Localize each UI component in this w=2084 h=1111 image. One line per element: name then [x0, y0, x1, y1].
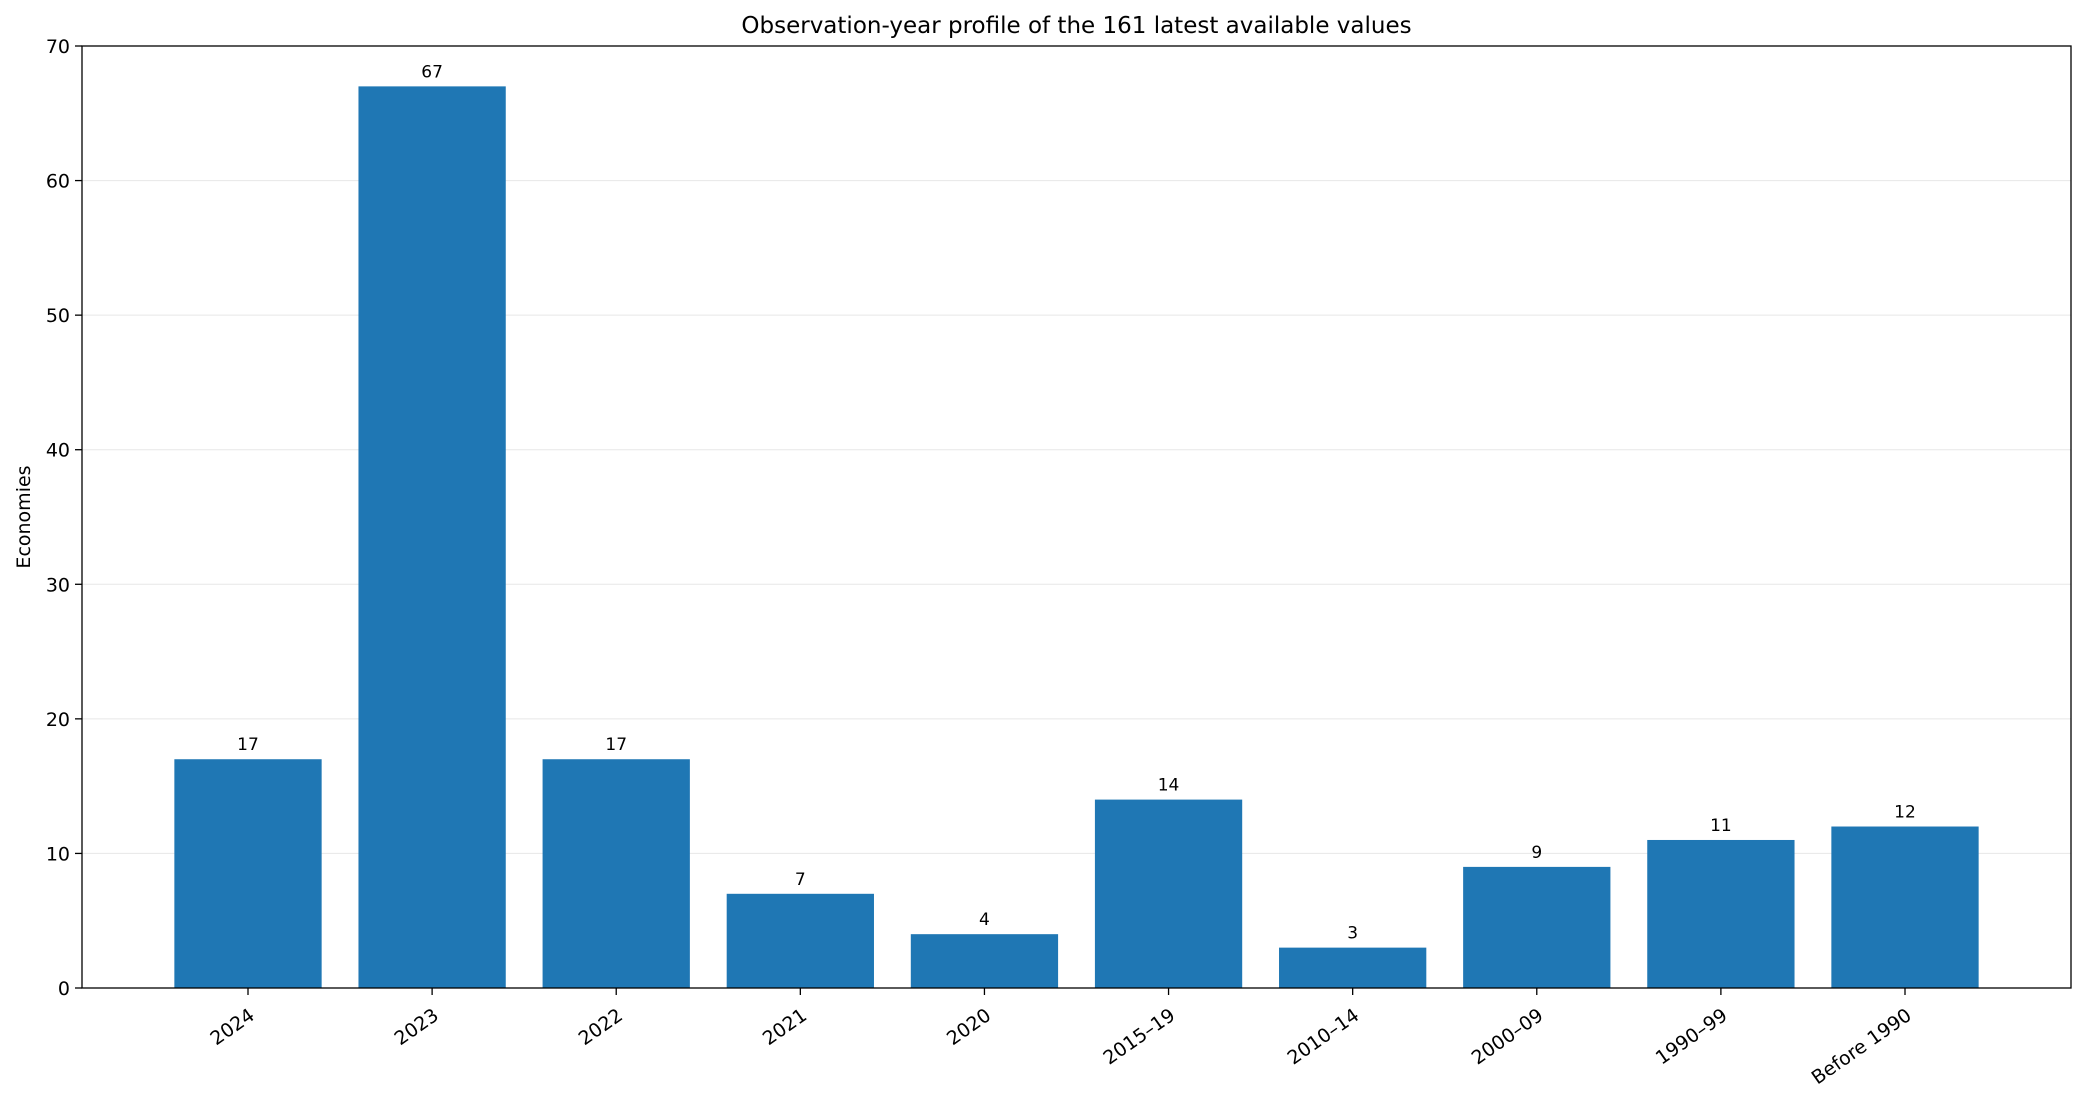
plot-frame	[81, 45, 2072, 989]
x-tick-label: 2023	[391, 1004, 443, 1050]
x-tick-label: 1990–99	[1652, 1004, 1732, 1069]
y-tick-label: 20	[46, 709, 70, 731]
x-tick-label: 2000–09	[1468, 1004, 1548, 1069]
bar-value-label: 3	[1347, 924, 1358, 944]
bar	[1831, 826, 1979, 988]
x-tick-label: 2015–19	[1099, 1004, 1179, 1069]
x-tick-label: 2022	[575, 1004, 627, 1050]
y-axis-label: Economies	[13, 465, 35, 568]
bar-value-label: 12	[1894, 803, 1916, 823]
y-tick-label: 40	[46, 440, 70, 462]
y-tick-label: 30	[46, 574, 70, 596]
bar-value-label: 14	[1158, 776, 1180, 796]
y-tick-label: 60	[46, 171, 70, 193]
bar	[1279, 947, 1427, 988]
bar	[358, 86, 506, 988]
x-axis: 2024 2023 2022 2021 2020 2015–19 2010–14 2000–0…	[206, 988, 1916, 1089]
y-tick-label: 10	[46, 843, 70, 865]
x-tick-label: 2020	[943, 1004, 995, 1050]
bars-layer	[174, 86, 1979, 988]
x-tick-label: 2024	[206, 1004, 258, 1050]
bar	[1463, 866, 1611, 988]
bar-value-label: 4	[979, 910, 990, 930]
bar-value-label: 9	[1531, 843, 1542, 863]
bar	[1647, 839, 1795, 988]
x-tick-label: Before 1990	[1808, 1004, 1916, 1089]
bar-value-label: 11	[1710, 816, 1732, 836]
bar	[910, 934, 1059, 988]
bar	[542, 759, 690, 988]
y-tick-label: 70	[46, 36, 70, 58]
chart-title: Observation-year profile of the 161 late…	[741, 13, 1411, 39]
bar	[174, 759, 322, 988]
bar-value-label: 7	[795, 870, 806, 890]
bar-value-label: 67	[421, 62, 443, 82]
y-tick-label: 50	[46, 305, 70, 327]
bar	[1094, 799, 1243, 988]
bar-value-label: 17	[237, 735, 259, 755]
data-labels: 17 67 17 7 4 14 3 9 11 12	[237, 62, 1916, 943]
y-axis: 0 10 20 30 40 50 60 70	[46, 36, 82, 1000]
bar	[726, 893, 874, 988]
bar-value-label: 17	[605, 735, 627, 755]
y-tick-label: 0	[58, 978, 70, 1000]
x-tick-label: 2021	[759, 1004, 811, 1050]
x-tick-label: 2010–14	[1284, 1004, 1364, 1069]
